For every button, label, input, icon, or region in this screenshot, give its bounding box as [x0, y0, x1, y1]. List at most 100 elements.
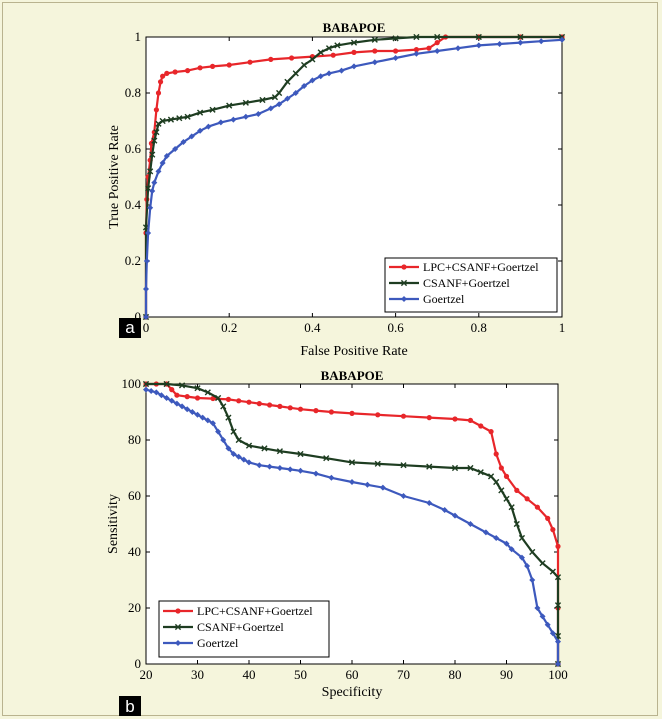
- data-point: [259, 96, 266, 104]
- chart-title-b: BABAPOE: [321, 368, 384, 383]
- data-point: [434, 48, 441, 54]
- data-point: [180, 139, 187, 145]
- data-point: [276, 89, 283, 97]
- x-axis-label-b: Specificity: [322, 685, 383, 700]
- y-tick-label: 0.6: [125, 141, 142, 156]
- series-group-b: [142, 380, 562, 668]
- series-csanf-goertzel: [142, 380, 562, 668]
- data-point: [400, 413, 407, 419]
- data-point: [142, 380, 150, 388]
- data-point: [160, 73, 166, 79]
- data-point: [518, 534, 526, 542]
- data-point: [215, 428, 222, 435]
- data-point: [215, 394, 222, 402]
- panel-badge-a: a: [119, 318, 141, 338]
- data-point: [276, 448, 283, 455]
- data-point: [153, 107, 159, 113]
- data-point: [508, 546, 515, 553]
- x-tick-label: 40: [243, 667, 256, 682]
- legend-marker-csanf-goertzel: [174, 623, 182, 631]
- data-point: [178, 382, 186, 389]
- data-point: [246, 399, 252, 405]
- data-point: [426, 45, 432, 51]
- data-point: [159, 160, 166, 166]
- data-point: [159, 117, 166, 125]
- data-point: [267, 105, 274, 112]
- data-point: [297, 467, 304, 474]
- data-point: [144, 185, 152, 192]
- data-point: [478, 423, 484, 429]
- data-point: [184, 406, 191, 413]
- data-point: [247, 59, 253, 65]
- data-point: [323, 455, 330, 462]
- data-point: [194, 411, 201, 418]
- x-tick-label: 20: [140, 667, 153, 682]
- data-point: [426, 415, 432, 421]
- data-point: [230, 116, 237, 123]
- data-point: [256, 401, 262, 407]
- data-point: [226, 62, 232, 68]
- data-point: [230, 451, 237, 457]
- data-point: [434, 33, 441, 41]
- data-point: [196, 109, 204, 116]
- legend-label-lpc-csanf-goertzel: LPC+CSANF+Goertzel: [423, 260, 539, 274]
- data-point: [544, 621, 551, 628]
- data-point: [374, 460, 381, 467]
- data-point: [261, 445, 268, 452]
- data-point: [514, 487, 520, 493]
- series-lpc-csanf-goertzel: [143, 381, 561, 667]
- data-point: [434, 40, 440, 46]
- y-tick-label: 0: [135, 309, 142, 324]
- data-point: [488, 429, 494, 435]
- data-point: [267, 402, 273, 408]
- data-point: [539, 560, 546, 567]
- data-point: [312, 470, 319, 477]
- data-point: [225, 396, 231, 402]
- panel-badge-bg-a: [119, 318, 141, 338]
- data-point: [349, 410, 355, 416]
- axis-ticks-a: 0 0.2 0.4 0.6 0.8 1 0 0.2 0.4 0.6 0.8 1: [125, 29, 566, 335]
- data-point: [371, 36, 378, 43]
- x-tick-label: 90: [500, 667, 513, 682]
- data-point: [334, 42, 341, 49]
- y-tick-label: 40: [128, 544, 141, 559]
- data-point: [517, 39, 524, 46]
- data-point: [230, 428, 237, 435]
- data-point: [328, 409, 334, 415]
- legend-marker-csanf-goertzel: [400, 279, 408, 287]
- data-point: [174, 392, 180, 398]
- y-tick-label: 0.2: [125, 253, 141, 268]
- data-point: [284, 95, 291, 102]
- data-point: [143, 286, 149, 292]
- data-point: [220, 437, 227, 443]
- data-point: [256, 462, 263, 469]
- data-point: [169, 387, 175, 393]
- panel-badge-label-b: b: [125, 697, 134, 716]
- panel-badge-label-a: a: [125, 318, 135, 337]
- data-point: [300, 61, 308, 69]
- data-point: [301, 83, 308, 89]
- data-point: [164, 70, 170, 76]
- legend-items-a: LPC+CSANF+Goertzel CSANF+Goertzel Goertzel: [389, 260, 539, 306]
- data-point: [487, 473, 495, 480]
- y-tick-label: 100: [122, 376, 142, 391]
- data-point: [235, 453, 242, 460]
- data-point: [372, 48, 378, 54]
- data-point: [236, 398, 242, 404]
- y-tick-label: 60: [128, 488, 141, 503]
- data-point: [297, 406, 304, 412]
- data-point: [524, 496, 530, 502]
- data-point: [503, 473, 510, 479]
- data-point: [143, 314, 149, 320]
- data-point: [197, 65, 203, 71]
- data-point: [266, 463, 273, 470]
- x-tick-label: 0.8: [471, 320, 487, 335]
- data-point: [503, 540, 510, 547]
- data-point: [176, 115, 183, 122]
- data-point: [467, 417, 474, 423]
- data-point: [184, 394, 190, 400]
- data-point: [524, 563, 531, 569]
- data-point: [498, 465, 504, 471]
- data-point: [538, 38, 545, 45]
